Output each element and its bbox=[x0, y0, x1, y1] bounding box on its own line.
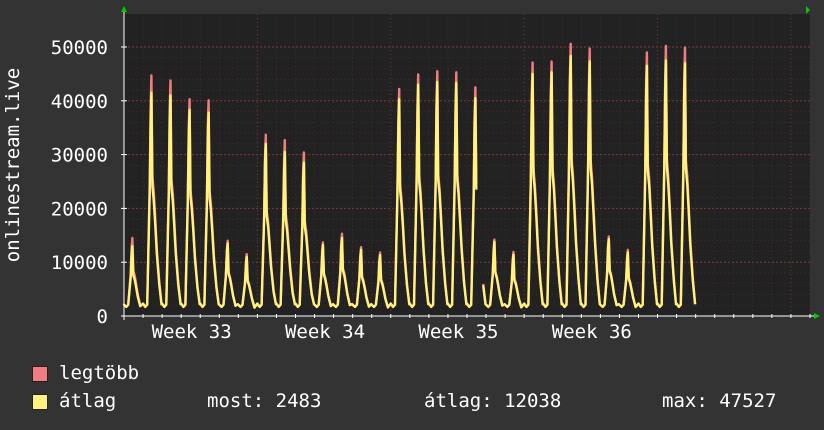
legend-swatch-atlag bbox=[32, 394, 48, 410]
legend-label-legtobb: legtöbb bbox=[59, 362, 140, 384]
y-tick-label: 20000 bbox=[51, 198, 108, 220]
x-tick-label: Week 33 bbox=[152, 321, 232, 343]
y-tick-label: 30000 bbox=[51, 145, 108, 167]
y-tick-label: 50000 bbox=[51, 37, 108, 59]
legend-item-atlag: átlag most: 2483 átlag: 12038 max: 47527 bbox=[32, 390, 812, 418]
tick-labels: 0 10000 20000 30000 40000 50000 Week 33 Week 34… bbox=[51, 37, 632, 343]
x-tick-label: Week 36 bbox=[552, 321, 632, 343]
x-tick-label: Week 35 bbox=[418, 321, 498, 343]
axes bbox=[121, 6, 820, 320]
legend-label-atlag: átlag bbox=[59, 390, 117, 412]
series-area bbox=[122, 42, 697, 309]
legend-swatch-legtobb bbox=[32, 366, 48, 382]
y-tick-label: 10000 bbox=[51, 252, 108, 274]
x-axis-arrow bbox=[814, 313, 820, 319]
legend-item-legtobb: legtöbb bbox=[32, 362, 812, 390]
y-axis-arrow bbox=[121, 6, 127, 12]
legend: legtöbb átlag most: 2483 átlag: 12038 ma… bbox=[32, 362, 812, 418]
stat-atlag: átlag: 12038 bbox=[424, 390, 562, 412]
x-tick-label: Week 34 bbox=[285, 321, 365, 343]
y-tick-label: 40000 bbox=[51, 91, 108, 113]
series-atlag-line bbox=[122, 80, 478, 309]
plot-area bbox=[124, 14, 810, 316]
series-atlag-line bbox=[482, 54, 697, 309]
y-tick-label: 0 bbox=[97, 306, 108, 328]
top-right-arrow bbox=[806, 6, 810, 14]
stat-max: max: 47527 bbox=[662, 390, 777, 412]
stat-most: most: 2483 bbox=[207, 390, 322, 412]
y-axis-title: onlinestream.live bbox=[2, 68, 24, 262]
